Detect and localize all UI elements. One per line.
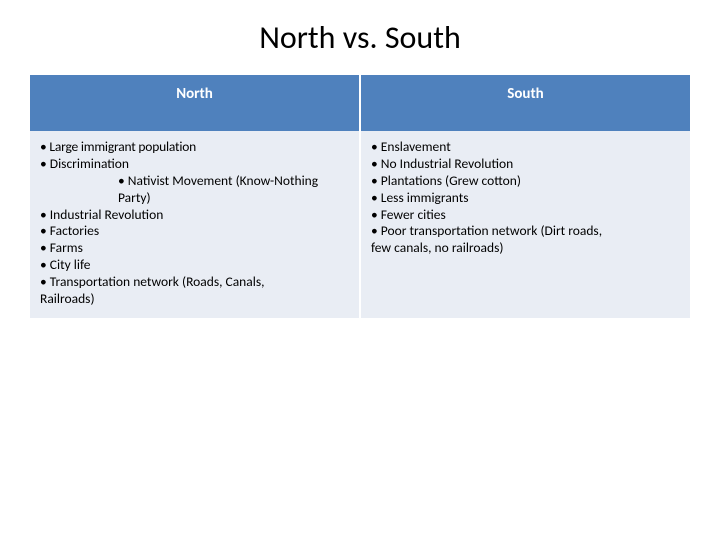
table-body-row: • Large immigrant population • Discrimin… [30,131,690,318]
south-bullet-6-cont: few canals, no railroads) [371,240,680,257]
south-bullet-5: • Fewer cities [371,207,680,224]
north-bullet-5: • Farms [40,240,349,257]
comparison-table: North South • Large immigrant population… [30,75,690,318]
page-title: North vs. South [30,18,690,57]
north-bullet-6: • City life [40,257,349,274]
north-bullet-2-sub-2: Party) [40,190,349,207]
north-bullet-7-cont: Railroads) [40,291,349,308]
column-header-south: South [360,75,690,131]
south-bullet-1: • Enslavement [371,139,680,156]
slide-container: North vs. South North South • Large immi… [0,0,720,540]
south-bullet-4: • Less immigrants [371,190,680,207]
north-bullet-4: • Factories [40,223,349,240]
north-bullet-1: • Large immigrant population [40,139,349,156]
north-bullet-2-sub-1: • Nativist Movement (Know-Nothing [40,173,349,190]
south-bullet-3: • Plantations (Grew cotton) [371,173,680,190]
north-bullet-3: • Industrial Revolution [40,207,349,224]
north-bullet-7: • Transportation network (Roads, Canals, [40,274,349,291]
column-header-north: North [30,75,360,131]
table-header-row: North South [30,75,690,131]
north-cell: • Large immigrant population • Discrimin… [30,131,360,318]
south-cell: • Enslavement • No Industrial Revolution… [360,131,690,318]
north-bullet-2: • Discrimination [40,156,349,173]
south-bullet-6: • Poor transportation network (Dirt road… [371,223,680,240]
south-bullet-2: • No Industrial Revolution [371,156,680,173]
